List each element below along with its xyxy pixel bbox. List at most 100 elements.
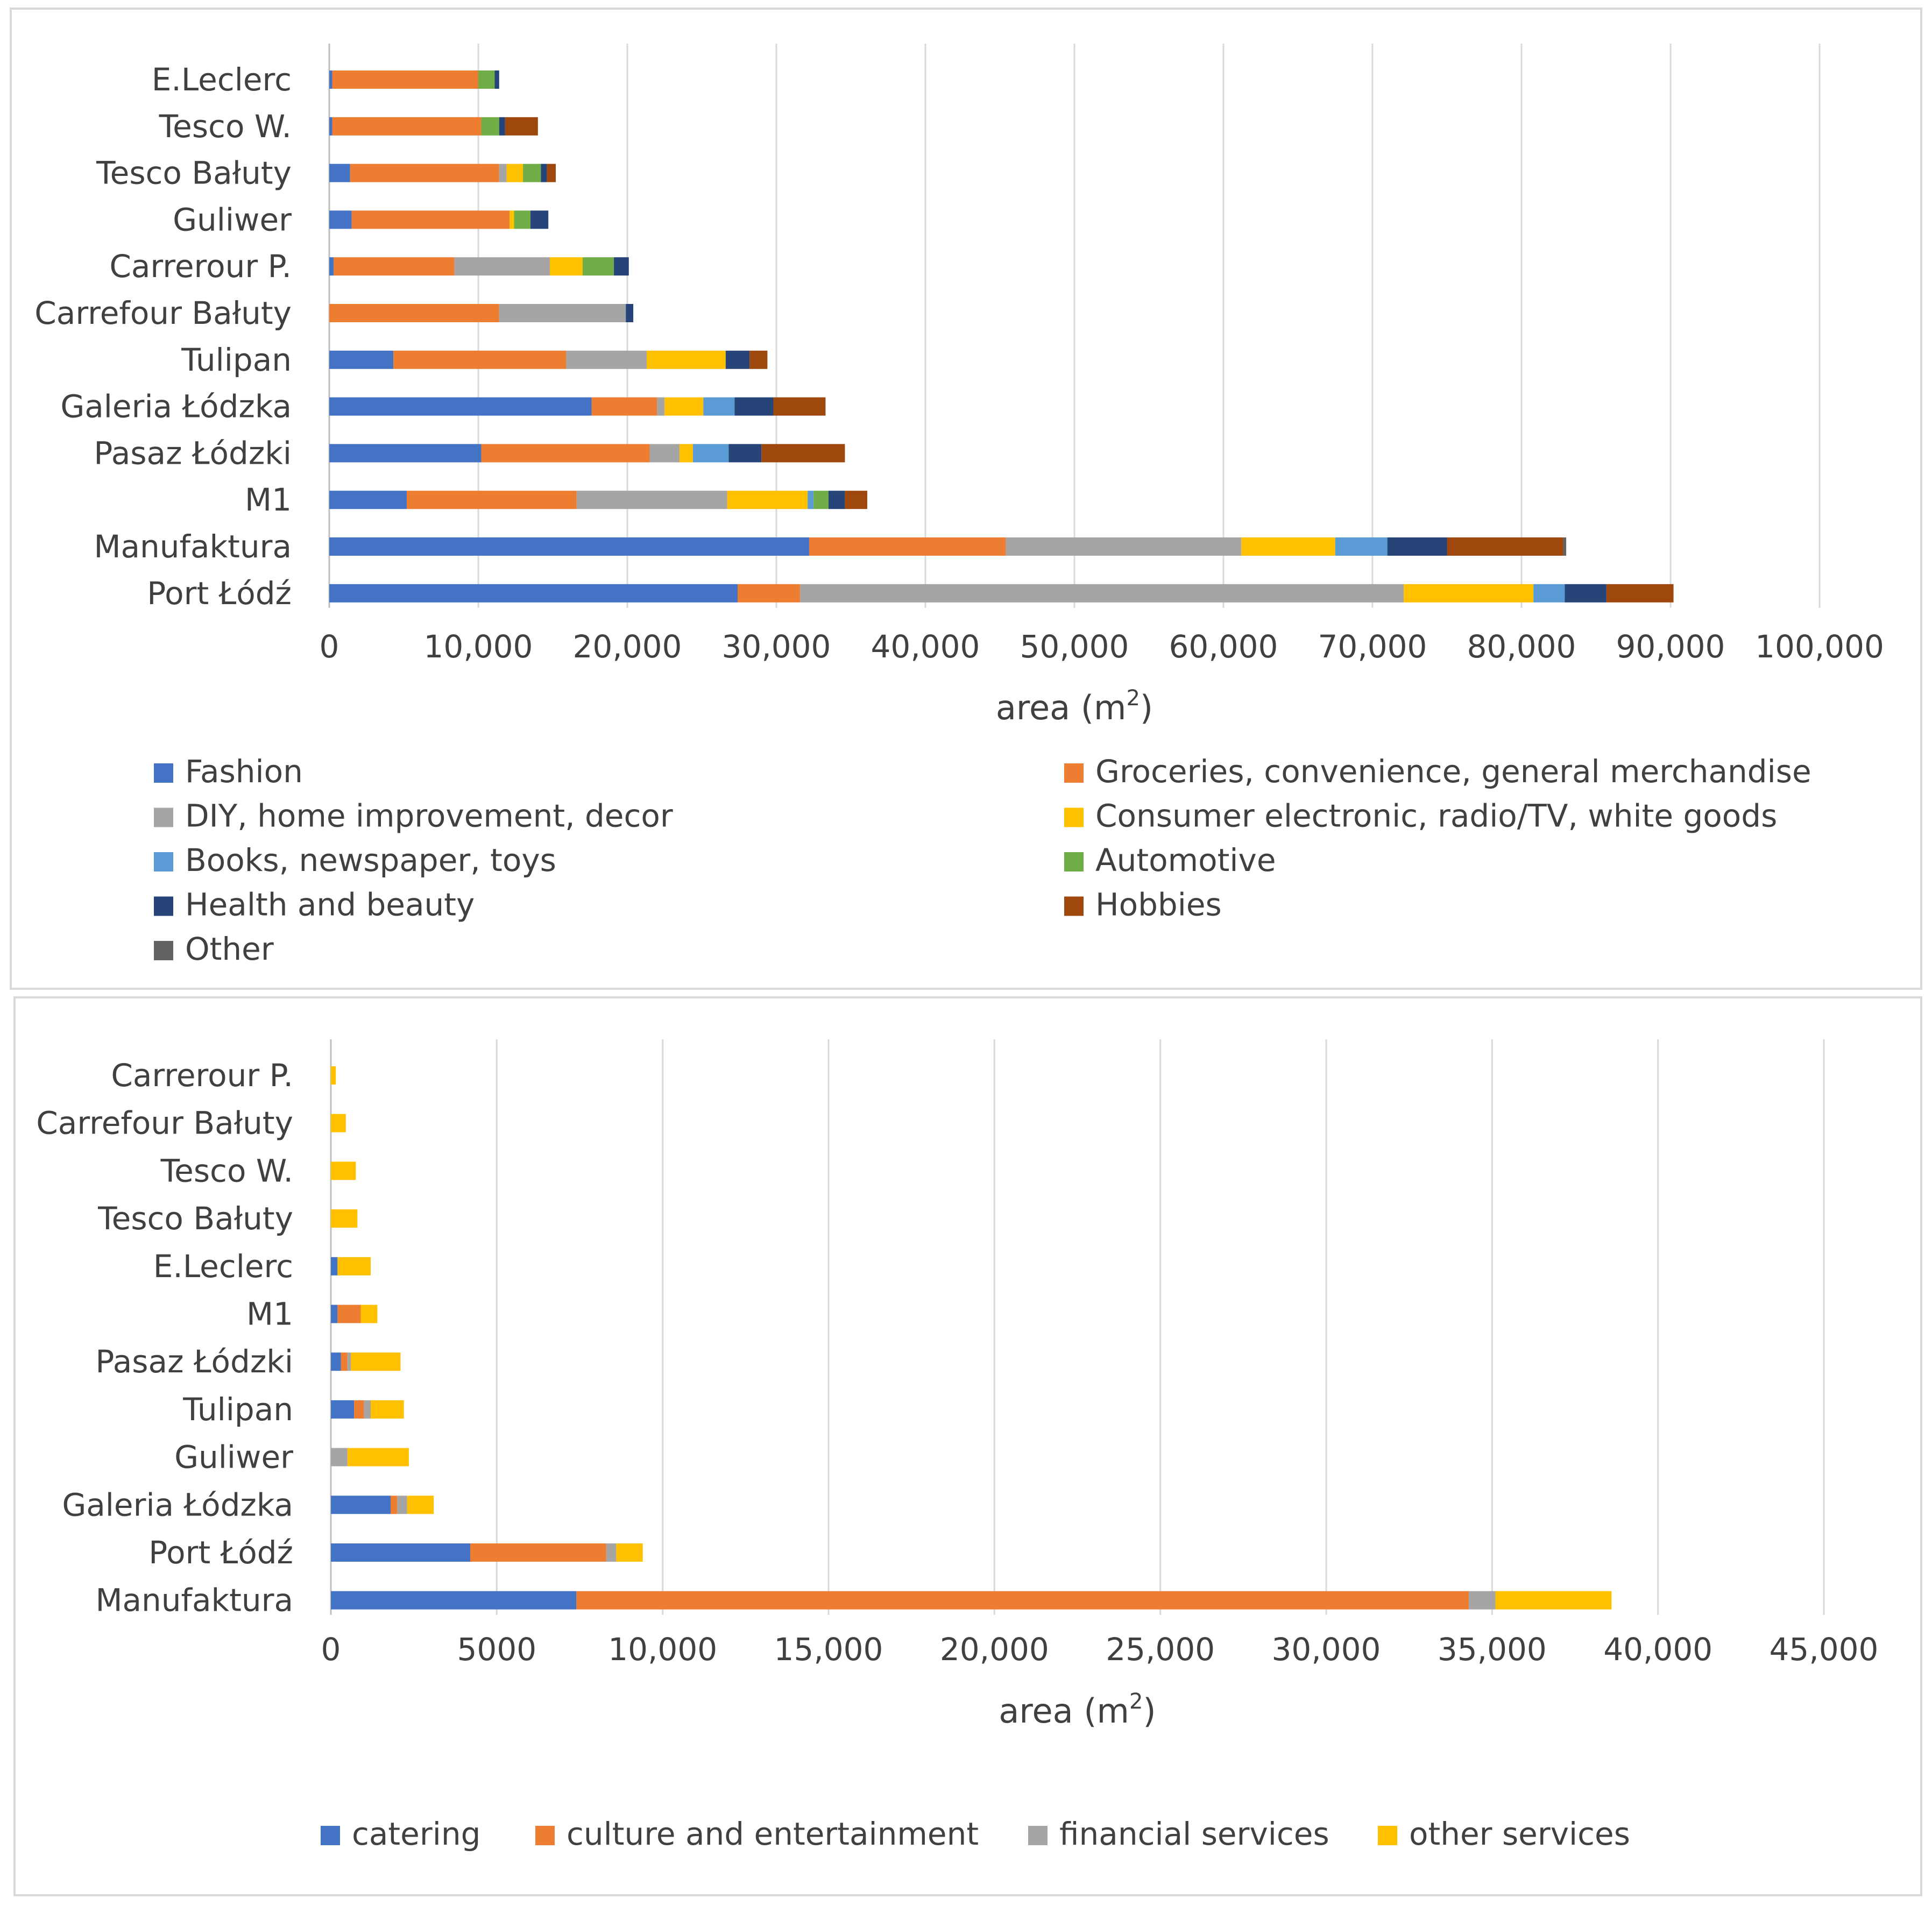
- chart2-category-label: Tesco W.: [160, 1152, 293, 1189]
- chart1-bar-tesco-w-health-and-beauty: [499, 117, 505, 136]
- chart2-bar-port-d-other-services: [616, 1543, 643, 1562]
- chart2-bar-manufaktura-culture-and-entertainment: [576, 1591, 1469, 1610]
- chart1-category-label: Tulipan: [181, 342, 292, 378]
- chart1-x-axis-title-superscript: 2: [1126, 686, 1140, 711]
- chart1-bar-tesco-ba-uty-fashion: [329, 164, 350, 182]
- chart1-bar-tesco-w-fashion: [329, 117, 332, 136]
- chart1-category-label: Galeria Łódzka: [60, 388, 292, 425]
- chart2-bar-galeria-dzka-catering: [331, 1496, 391, 1514]
- chart1-category-label: Pasaz Łódzki: [94, 435, 292, 471]
- chart1-bar-port-d-hobbies: [1606, 584, 1674, 603]
- chart1-bar-m1-hobbies: [845, 491, 867, 509]
- chart1-bar-port-d-fashion: [329, 584, 738, 603]
- chart2-legend-label-financial-services: financial services: [1059, 1816, 1329, 1852]
- chart1-legend-swatch-fashion: [154, 763, 173, 783]
- chart1-x-tick-label: 80,000: [1467, 628, 1576, 665]
- chart2-x-tick-label: 20,000: [940, 1631, 1049, 1668]
- chart2-bar-port-d-culture-and-entertainment: [470, 1543, 606, 1562]
- chart1-bar-pasaz-dzki-groceries-convenience-general-merchandise: [481, 444, 650, 463]
- chart1-bar-manufaktura-consumer-electronic-radio-tv-white-goods: [1241, 537, 1335, 556]
- chart1-bar-galeria-dzka-books-newspaper-toys: [703, 397, 735, 416]
- chart1-bar-e-leclerc-automotive: [478, 70, 495, 89]
- chart1-category-label: E.Leclerc: [152, 61, 292, 98]
- chart1-legend-label-health-and-beauty: Health and beauty: [185, 887, 475, 923]
- chart1-legend-swatch-books-newspaper-toys: [154, 852, 173, 871]
- chart2-bar-manufaktura-financial-services: [1469, 1591, 1496, 1610]
- chart1-bar-tulipan-health-and-beauty: [725, 350, 750, 369]
- chart2-legend-swatch-financial-services: [1028, 1826, 1048, 1845]
- chart2-category-label: Guliwer: [174, 1439, 293, 1476]
- chart1-x-tick-label: 60,000: [1169, 628, 1278, 665]
- chart2-bar-e-leclerc-other-services: [337, 1257, 371, 1276]
- chart2-category-label: Carrerour P.: [111, 1057, 293, 1094]
- chart2-x-tick-label: 30,000: [1272, 1631, 1381, 1668]
- chart1-bar-galeria-dzka-health-and-beauty: [734, 397, 774, 416]
- chart1-bar-pasaz-dzki-health-and-beauty: [728, 444, 762, 463]
- chart1-bar-tesco-ba-uty-automotive: [523, 164, 541, 182]
- chart2-bar-tulipan-other-services: [371, 1400, 404, 1419]
- chart2-bar-guliwer-financial-services: [331, 1448, 348, 1466]
- chart1-bar-carrefour-ba-uty-health-and-beauty: [626, 304, 634, 322]
- chart2-bar-galeria-dzka-other-services: [407, 1496, 434, 1514]
- chart1-bar-m1-groceries-convenience-general-merchandise: [407, 491, 577, 509]
- chart2-bar-carrefour-ba-uty-other-services: [331, 1114, 346, 1132]
- chart2-bar-m1-culture-and-entertainment: [337, 1305, 361, 1323]
- chart2-bar-pasaz-dzki-other-services: [351, 1352, 401, 1371]
- chart2-bar-pasaz-dzki-culture-and-entertainment: [341, 1352, 348, 1371]
- chart1-bar-tesco-w-automotive: [481, 117, 499, 136]
- chart2-bar-guliwer-other-services: [347, 1448, 409, 1466]
- chart1-bar-tesco-ba-uty-diy-home-improvement-decor: [499, 164, 507, 182]
- chart2-bar-galeria-dzka-financial-services: [397, 1496, 407, 1514]
- chart1-bar-port-d-diy-home-improvement-decor: [800, 584, 1404, 603]
- chart1-bar-tulipan-hobbies: [749, 350, 768, 369]
- chart1-legend-swatch-health-and-beauty: [154, 896, 173, 916]
- chart1-legend-swatch-other: [154, 941, 173, 960]
- chart1-bar-manufaktura-books-newspaper-toys: [1335, 537, 1388, 556]
- chart2-bar-pasaz-dzki-financial-services: [347, 1352, 351, 1371]
- chart1-x-tick-label: 70,000: [1318, 628, 1427, 665]
- chart1-bar-guliwer-health-and-beauty: [530, 210, 549, 229]
- chart1-bar-tesco-w-hobbies: [505, 117, 538, 136]
- chart2-category-label: Manufaktura: [95, 1582, 293, 1619]
- chart1-bar-guliwer-automotive: [514, 210, 530, 229]
- chart1-bar-pasaz-dzki-consumer-electronic-radio-tv-white-goods: [679, 444, 693, 463]
- chart2-bar-galeria-dzka-culture-and-entertainment: [391, 1496, 398, 1514]
- chart2-x-axis-title-superscript: 2: [1129, 1689, 1143, 1714]
- chart1-x-axis-title: area (m2): [996, 686, 1153, 727]
- chart2-category-label: E.Leclerc: [153, 1248, 293, 1285]
- chart1-bar-tesco-ba-uty-hobbies: [547, 164, 556, 182]
- chart2-legend-label-catering: catering: [352, 1816, 480, 1852]
- chart1-x-axis-title-close: ): [1140, 688, 1153, 727]
- chart1-x-tick-label: 20,000: [573, 628, 682, 665]
- chart1-category-label: Tesco W.: [159, 108, 292, 145]
- chart1-legend-swatch-groceries-convenience-general-merchandise: [1064, 763, 1084, 783]
- chart1-bar-carrerour-p-health-and-beauty: [614, 257, 629, 276]
- chart1-category-label: Port Łódź: [147, 575, 292, 612]
- chart1-x-tick-label: 10,000: [424, 628, 533, 665]
- chart1-bar-pasaz-dzki-books-newspaper-toys: [692, 444, 729, 463]
- chart2-bar-tulipan-culture-and-entertainment: [354, 1400, 364, 1419]
- chart1-bar-carrerour-p-diy-home-improvement-decor: [454, 257, 550, 276]
- chart2-bar-tesco-w-other-services: [331, 1161, 356, 1180]
- chart1-bar-carrerour-p-groceries-convenience-general-merchandise: [334, 257, 455, 276]
- chart1-bar-tulipan-diy-home-improvement-decor: [566, 350, 647, 369]
- chart1-legend-label-books-newspaper-toys: Books, newspaper, toys: [185, 842, 556, 878]
- chart1-bar-tulipan-consumer-electronic-radio-tv-white-goods: [647, 350, 726, 369]
- chart1-legend-label-other: Other: [185, 931, 274, 967]
- chart2-x-tick-label: 15,000: [774, 1631, 883, 1668]
- chart1-bar-manufaktura-groceries-convenience-general-merchandise: [809, 537, 1006, 556]
- chart1-legend-swatch-automotive: [1064, 852, 1084, 871]
- chart2-x-tick-label: 25,000: [1106, 1631, 1215, 1668]
- chart1-bar-port-d-consumer-electronic-radio-tv-white-goods: [1404, 584, 1534, 603]
- chart1-bar-pasaz-dzki-hobbies: [761, 444, 845, 463]
- chart1-category-label: M1: [245, 481, 292, 518]
- chart2-bar-tesco-ba-uty-other-services: [331, 1209, 358, 1228]
- chart1-bar-carrerour-p-fashion: [329, 257, 334, 276]
- chart1-legend-label-groceries-convenience-general-merchandise: Groceries, convenience, general merchand…: [1095, 753, 1811, 790]
- chart1-legend-label-automotive: Automotive: [1095, 842, 1276, 878]
- chart1-bar-galeria-dzka-consumer-electronic-radio-tv-white-goods: [664, 397, 704, 416]
- chart2-bar-m1-other-services: [360, 1305, 378, 1323]
- chart2-bar-m1-catering: [331, 1305, 338, 1323]
- chart1-legend-swatch-hobbies: [1064, 896, 1084, 916]
- chart2-x-axis-title-close: ): [1143, 1691, 1156, 1731]
